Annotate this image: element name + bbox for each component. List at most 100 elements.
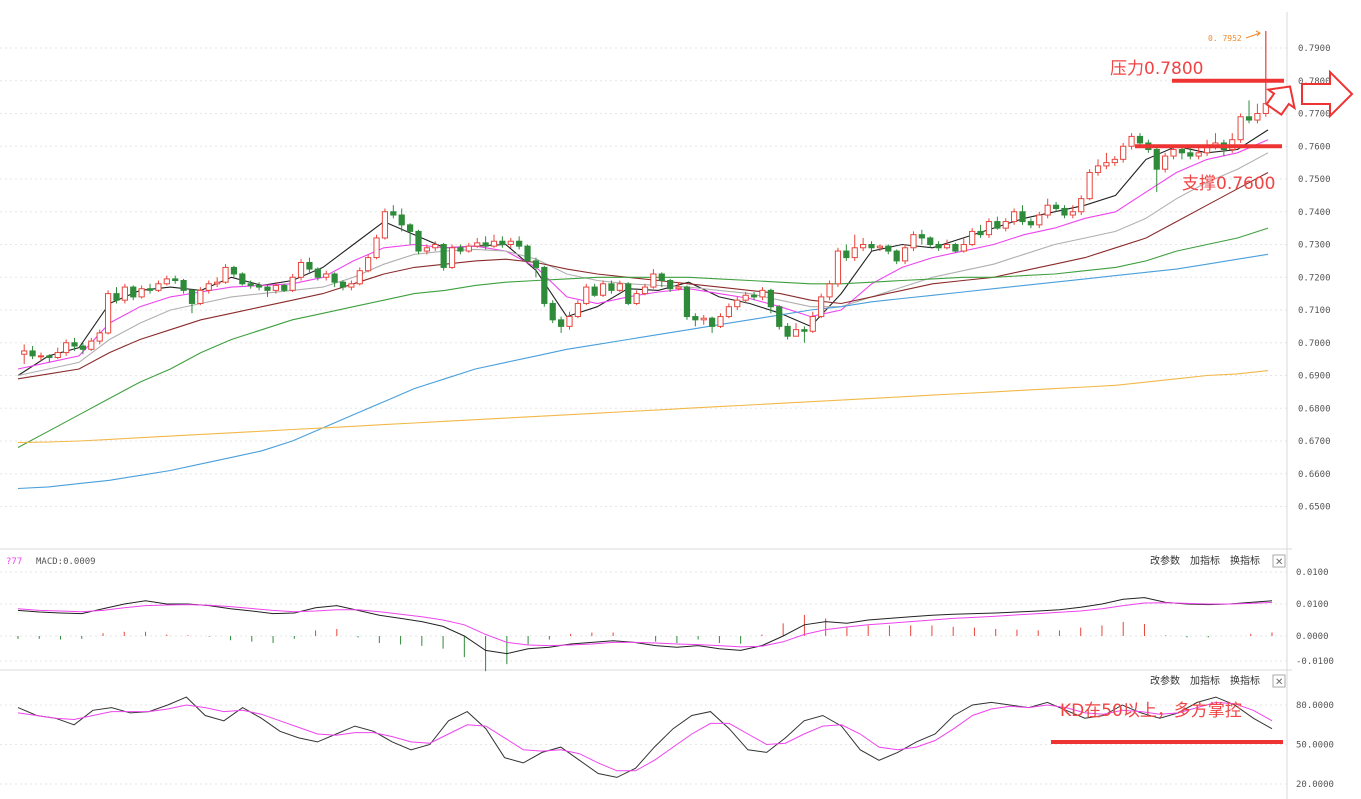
candle-up <box>809 316 816 332</box>
candle-up <box>742 294 749 301</box>
ma-line-grey <box>17 152 1269 377</box>
candle-up <box>21 350 28 355</box>
candle-down <box>1187 152 1194 157</box>
candle-down <box>927 237 934 245</box>
candle-down <box>1061 207 1068 216</box>
kd-switch-indicator-button[interactable]: 换指标 <box>1230 674 1260 687</box>
candle-down <box>339 281 347 288</box>
candle-up <box>1011 211 1018 223</box>
candle-down <box>482 242 489 247</box>
peak-marker: 0. 7952 <box>1208 30 1261 43</box>
kd-edit-params-button[interactable]: 改参数 <box>1150 674 1180 687</box>
candle-down <box>180 280 187 291</box>
main-y-tick-label: 0.7200 <box>1298 273 1331 283</box>
candle-down <box>767 289 774 308</box>
macd-dea-line <box>17 601 1273 648</box>
right-arrow-icon <box>1301 69 1354 119</box>
candle-down <box>608 283 615 291</box>
candle-up <box>104 293 112 334</box>
candle-down <box>750 294 758 298</box>
candle-up <box>1002 221 1009 229</box>
candle-up <box>474 242 481 247</box>
candle-up <box>1044 204 1051 216</box>
candle-down <box>893 250 900 262</box>
candle-down <box>264 286 271 291</box>
macd-gridlines <box>0 571 1287 662</box>
candle-up <box>507 240 514 246</box>
candle-up <box>323 273 330 278</box>
candle-down <box>885 245 892 252</box>
macd-edit-params-button[interactable]: 改参数 <box>1150 554 1180 567</box>
ma-line-pink <box>17 139 1269 370</box>
candle-down <box>314 268 321 278</box>
kd-y-axis: 80.0000 50.0000 20.0000 <box>1296 701 1334 790</box>
candle-down <box>683 286 691 318</box>
candle-down <box>516 240 523 247</box>
macd-histogram <box>17 614 1273 672</box>
macd-add-indicator-button[interactable]: 加指标 <box>1190 554 1220 567</box>
support-label: 支撑0.7600 <box>1182 174 1275 194</box>
candle-down <box>868 244 875 249</box>
candle-up <box>138 288 145 298</box>
candle-up <box>37 355 45 358</box>
candle-down <box>918 234 925 239</box>
main-y-tick-label: 0.7700 <box>1298 110 1331 120</box>
macd-y-tick-label: 0.0100 <box>1296 568 1329 578</box>
main-y-axis: 0.7900 0.7800 0.7700 0.7600 0.7500 0.7400 0.73… <box>1298 44 1331 513</box>
kd-close-button[interactable] <box>1272 674 1286 688</box>
main-y-tick-label: 0.7100 <box>1298 306 1331 316</box>
kd-y-tick-label: 20.0000 <box>1296 780 1334 790</box>
candle-down <box>79 345 87 350</box>
candle-up <box>96 332 103 342</box>
candle-down <box>440 244 447 268</box>
candle-up <box>985 221 993 236</box>
candle-up <box>423 247 430 252</box>
ma-line-green <box>17 227 1269 448</box>
main-y-tick-label: 0.7400 <box>1298 208 1331 218</box>
candle-up <box>1128 135 1135 147</box>
candle-up <box>826 283 833 298</box>
candle-down <box>524 245 531 262</box>
kd-annotation: KD在50以上，多方掌控 <box>1060 701 1242 721</box>
candle-up <box>163 278 170 285</box>
macd-switch-indicator-button[interactable]: 换指标 <box>1230 554 1260 567</box>
candle-down <box>558 319 565 327</box>
candle-down <box>255 284 263 288</box>
peak-arrow-icon <box>1245 30 1261 39</box>
main-y-tick-label: 0.6500 <box>1298 503 1331 513</box>
main-y-tick-label: 0.7600 <box>1298 142 1331 152</box>
candle-up <box>616 283 623 291</box>
macd-y-tick-label: 0.0100 <box>1296 600 1329 610</box>
main-y-tick-label: 0.7800 <box>1298 77 1331 87</box>
moving-average-lines <box>17 129 1269 490</box>
candle-up <box>356 270 363 285</box>
macd-title-main: MACD:0.0009 <box>36 557 96 567</box>
candle-up <box>960 244 967 252</box>
candle-up <box>272 284 279 291</box>
candle-up <box>432 244 439 249</box>
candle-down <box>1245 116 1253 121</box>
macd-close-button[interactable] <box>1272 554 1286 568</box>
candle-down <box>784 325 791 337</box>
candle-up <box>121 286 128 301</box>
candle-up <box>1078 198 1085 213</box>
candle-down <box>1027 221 1035 226</box>
kd-add-indicator-button[interactable]: 加指标 <box>1190 674 1220 687</box>
candle-down <box>977 230 984 236</box>
candle-down <box>230 266 238 275</box>
candle-down <box>692 316 699 321</box>
candle-down <box>407 224 414 232</box>
candle-up <box>1111 158 1118 164</box>
candle-down <box>457 247 464 252</box>
candle-up <box>734 299 741 308</box>
candle-up <box>641 286 649 295</box>
candle-down <box>172 278 179 282</box>
candle-down <box>1052 204 1060 209</box>
candle-down <box>549 302 556 321</box>
main-y-tick-label: 0.7000 <box>1298 339 1331 349</box>
candle-up <box>197 289 204 304</box>
candle-down <box>709 317 716 327</box>
candle-down <box>952 244 959 252</box>
candle-up <box>205 283 212 291</box>
candle-down <box>625 283 632 304</box>
